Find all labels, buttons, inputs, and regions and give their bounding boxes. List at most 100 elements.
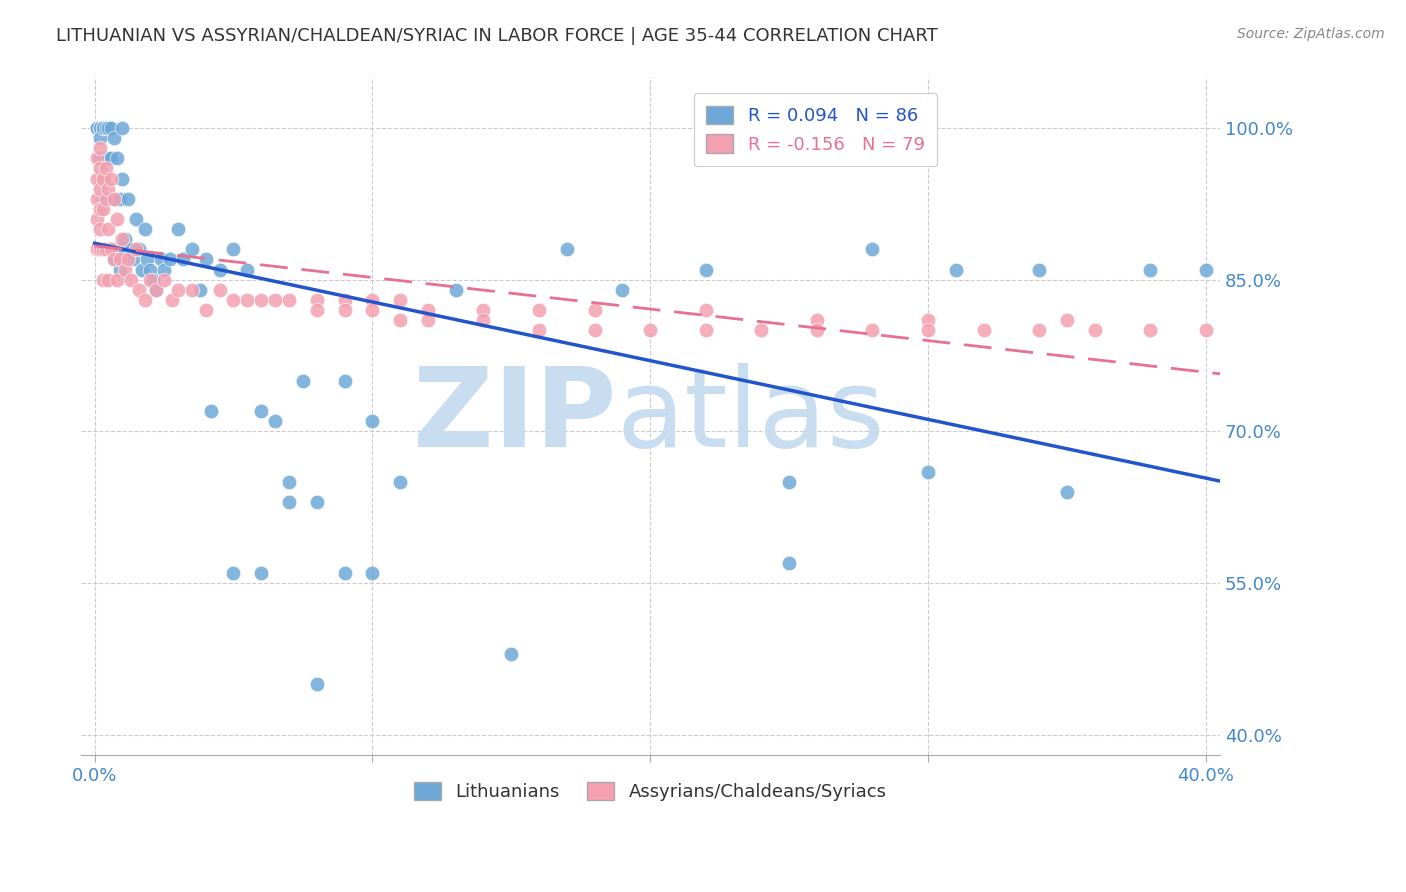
Point [145, 283, 167, 297]
Point [1195, 323, 1218, 337]
Point [94, 161, 117, 176]
Point [153, 262, 176, 277]
Point [361, 293, 384, 307]
Point [389, 313, 412, 327]
Point [527, 303, 550, 318]
Point [86, 212, 108, 227]
Point [472, 313, 495, 327]
Point [222, 566, 245, 580]
Point [145, 283, 167, 297]
Legend: Lithuanians, Assyrians/Chaldeans/Syriacs: Lithuanians, Assyrians/Chaldeans/Syriacs [401, 769, 898, 814]
Point [86, 152, 108, 166]
Text: ZIP: ZIP [412, 363, 616, 470]
Point [89, 202, 111, 216]
Point [89, 120, 111, 135]
Point [89, 182, 111, 196]
Point [917, 465, 939, 479]
Point [91, 273, 114, 287]
Point [416, 313, 439, 327]
Point [180, 243, 202, 257]
Point [250, 293, 273, 307]
Point [305, 677, 328, 691]
Point [583, 323, 606, 337]
Point [305, 495, 328, 509]
Point [167, 283, 190, 297]
Point [111, 120, 134, 135]
Point [117, 252, 139, 267]
Point [117, 192, 139, 206]
Point [94, 243, 117, 257]
Point [89, 141, 111, 155]
Point [108, 262, 131, 277]
Point [91, 243, 114, 257]
Point [103, 192, 125, 206]
Point [86, 171, 108, 186]
Point [91, 120, 114, 135]
Point [97, 120, 120, 135]
Point [103, 252, 125, 267]
Point [222, 243, 245, 257]
Point [134, 222, 156, 236]
Point [1195, 262, 1218, 277]
Point [1139, 323, 1161, 337]
Point [501, 647, 523, 661]
Point [89, 120, 111, 135]
Point [105, 243, 128, 257]
Point [333, 374, 356, 388]
Point [120, 273, 142, 287]
Point [172, 252, 194, 267]
Point [100, 152, 122, 166]
Point [89, 131, 111, 145]
Point [125, 243, 148, 257]
Point [945, 262, 967, 277]
Point [134, 293, 156, 307]
Point [917, 323, 939, 337]
Point [94, 152, 117, 166]
Point [91, 202, 114, 216]
Point [278, 475, 301, 489]
Point [105, 273, 128, 287]
Point [264, 414, 287, 428]
Point [555, 243, 578, 257]
Point [103, 252, 125, 267]
Point [1139, 262, 1161, 277]
Point [612, 283, 634, 297]
Point [862, 323, 884, 337]
Point [122, 252, 145, 267]
Point [100, 120, 122, 135]
Point [86, 120, 108, 135]
Point [638, 323, 661, 337]
Text: LITHUANIAN VS ASSYRIAN/CHALDEAN/SYRIAC IN LABOR FORCE | AGE 35-44 CORRELATION CH: LITHUANIAN VS ASSYRIAN/CHALDEAN/SYRIAC I… [56, 27, 938, 45]
Point [89, 243, 111, 257]
Point [264, 293, 287, 307]
Point [91, 171, 114, 186]
Point [862, 243, 884, 257]
Point [91, 171, 114, 186]
Point [108, 252, 131, 267]
Point [194, 303, 217, 318]
Point [94, 192, 117, 206]
Point [86, 120, 108, 135]
Point [278, 293, 301, 307]
Point [128, 243, 150, 257]
Point [333, 303, 356, 318]
Text: atlas: atlas [616, 363, 884, 470]
Point [111, 232, 134, 246]
Point [111, 243, 134, 257]
Point [305, 293, 328, 307]
Point [91, 120, 114, 135]
Point [222, 293, 245, 307]
Point [103, 192, 125, 206]
Point [236, 262, 259, 277]
Point [153, 273, 176, 287]
Point [97, 152, 120, 166]
Point [778, 556, 800, 570]
Point [416, 303, 439, 318]
Point [1084, 323, 1107, 337]
Point [128, 283, 150, 297]
Point [389, 475, 412, 489]
Point [250, 404, 273, 418]
Point [361, 303, 384, 318]
Point [361, 414, 384, 428]
Point [89, 152, 111, 166]
